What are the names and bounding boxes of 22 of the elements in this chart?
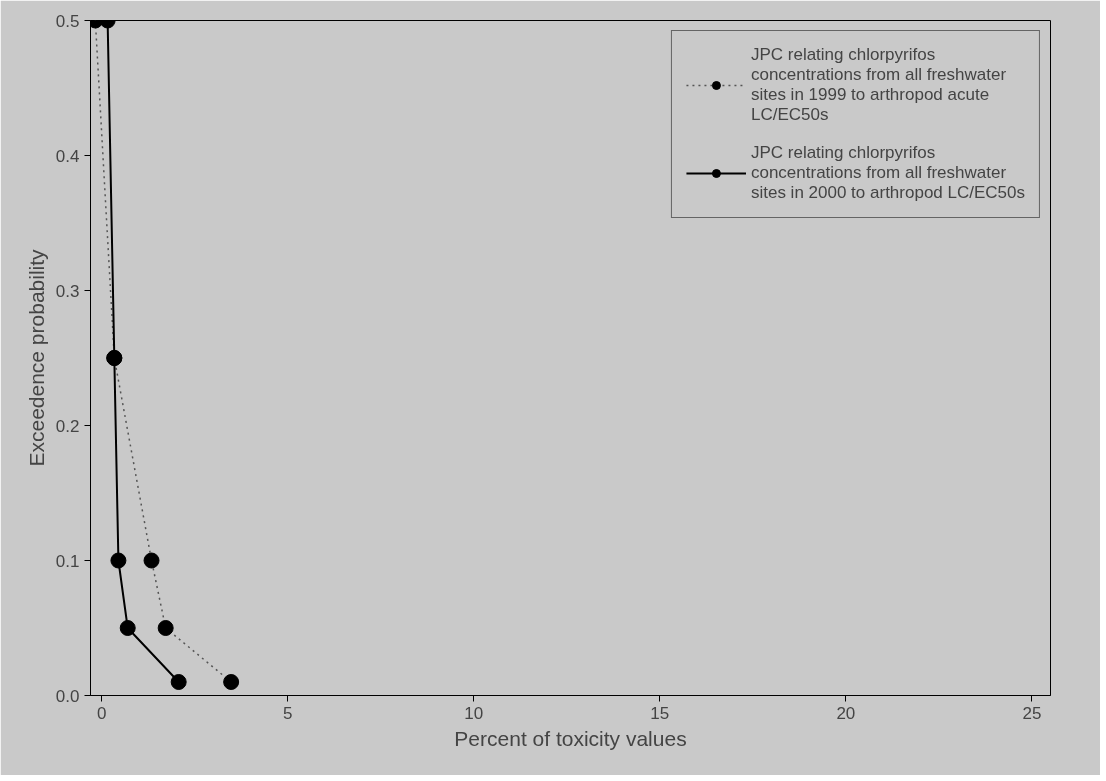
y-axis-title: Exceedence probability [24, 248, 48, 467]
x-axis-title: Percent of toxicity values [454, 726, 687, 750]
x-tick-label: 0 [96, 703, 107, 723]
x-tick-label: 10 [464, 703, 484, 723]
y-tick-label: 0.1 [55, 551, 80, 571]
x-tick-label: 5 [282, 703, 293, 723]
legend-label: JPC relating chlorpyrifos concentrations from all freshwater sites in 2000 to arthropod LC/EC50s [750, 143, 1025, 203]
legend-label: JPC relating chlorpyrifos concentrations from all freshwater sites in 1999 to arthropod acute LC/EC50s [750, 45, 1007, 125]
x-tick-label: 15 [650, 703, 670, 723]
x-tick-label: 25 [1022, 703, 1042, 723]
x-tick-label: 20 [836, 703, 856, 723]
point [119, 620, 136, 636]
y-tick-label: 0.3 [55, 281, 80, 301]
y-tick-label: 0.4 [55, 146, 80, 166]
point [223, 674, 240, 690]
y-tick-label: 0.2 [55, 416, 80, 436]
y-tick-label: 0.5 [55, 11, 80, 31]
y-tick-label: 0.0 [55, 686, 80, 706]
point [170, 674, 187, 690]
point [143, 552, 160, 569]
point [157, 620, 174, 636]
point [110, 552, 127, 569]
